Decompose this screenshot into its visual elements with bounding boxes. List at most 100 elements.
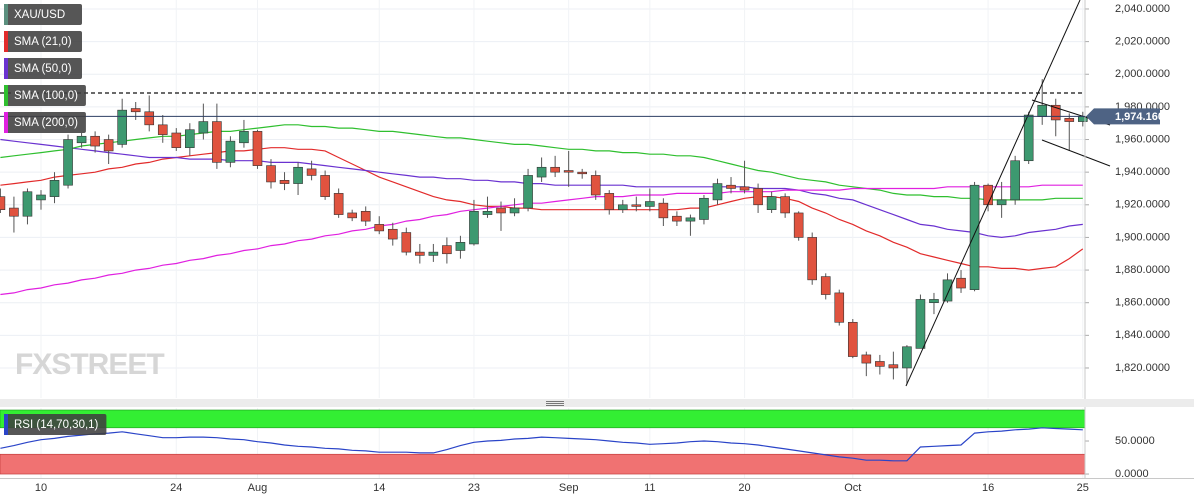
candle-body [658, 202, 669, 219]
candle-body [699, 197, 709, 220]
series-line [0, 138, 1083, 239]
pane-separator [0, 399, 1194, 407]
candle-body [144, 111, 155, 126]
candle-body [225, 140, 236, 163]
y-tick-label: 1,820.0000 [1115, 362, 1170, 374]
candle-body [1037, 104, 1048, 117]
candle-body [360, 211, 371, 222]
candle-body [888, 364, 899, 369]
candle-body [103, 139, 114, 152]
x-tick-label: Oct [844, 482, 861, 494]
legend-box [4, 414, 107, 435]
y-tick-label: 1,860.0000 [1115, 297, 1170, 309]
candle-body [428, 251, 439, 256]
candle-body [604, 193, 615, 210]
candle-body [834, 292, 845, 323]
candle-body [333, 193, 344, 215]
candle-body [726, 184, 736, 189]
candle-body [861, 354, 872, 364]
candle-body [63, 139, 73, 186]
candle-body [942, 279, 953, 302]
candle-body [76, 135, 87, 144]
candle-body [712, 183, 723, 201]
legend-swatch [4, 58, 8, 79]
legend-label: SMA (21,0) [14, 36, 72, 48]
candle-body [0, 196, 6, 210]
y-tick-label: 0.0000 [1115, 468, 1149, 480]
y-tick-label: 1,960.0000 [1115, 133, 1170, 145]
legend-label: SMA (50,0) [14, 63, 72, 75]
watermark: FXSTREET [15, 348, 164, 381]
legend-box [4, 31, 82, 52]
candle-body [875, 361, 885, 367]
legend-box [4, 85, 86, 106]
legend-item[interactable]: XAU/USD [4, 4, 82, 25]
legend-item[interactable]: SMA (200,0) [4, 112, 86, 133]
candle-body [347, 212, 357, 219]
rsi-bands [0, 409, 1086, 475]
candle-body [590, 175, 601, 196]
legend-item[interactable]: SMA (50,0) [4, 58, 82, 79]
last-price-tag [1086, 108, 1160, 125]
x-tick-label: 11 [644, 482, 655, 494]
last-price-label: 1,974.1600 [1115, 111, 1170, 123]
x-tick-label: Sep [559, 482, 579, 494]
x-tick-label: 25 [1077, 482, 1089, 494]
candle-body [1064, 118, 1075, 122]
candle-body [306, 168, 317, 176]
legend-swatch [4, 4, 8, 25]
candle-body [171, 132, 182, 148]
y-tick-label: 2,020.0000 [1115, 36, 1170, 48]
candle-body [956, 277, 966, 289]
candle-body [766, 196, 777, 210]
y-tick-label: 1,840.0000 [1115, 329, 1170, 341]
candle-body [672, 215, 682, 222]
candle-body [9, 207, 19, 217]
y-tick-label: 50.0000 [1115, 435, 1155, 447]
candle-body [212, 121, 222, 163]
candle-body [983, 184, 993, 206]
candle-body [780, 196, 790, 214]
legend-swatch [4, 414, 8, 435]
candle-body [645, 201, 655, 207]
candle-body [1050, 104, 1061, 121]
candle-body [442, 245, 452, 255]
separator-handle[interactable] [546, 401, 564, 406]
candle-body [739, 186, 750, 191]
candle-body [915, 299, 926, 349]
candle-body [793, 212, 804, 238]
legend-item[interactable]: SMA (21,0) [4, 31, 82, 52]
candle-body [387, 228, 398, 240]
marks-layer [0, 79, 1088, 462]
candle-body [617, 204, 628, 210]
candle-body [415, 251, 425, 256]
legend-label: XAU/USD [14, 9, 65, 21]
legend-item[interactable]: RSI (14,70,30,1) [4, 414, 107, 435]
candle-body [929, 299, 939, 304]
legend-item[interactable]: SMA (100,0) [4, 85, 86, 106]
candle-body [22, 191, 33, 217]
y-tick-label: 2,040.0000 [1115, 3, 1170, 15]
candle-body [685, 217, 696, 222]
legend-label: RSI (14,70,30,1) [14, 419, 99, 431]
candle-body [374, 224, 385, 232]
y-tick-label: 1,880.0000 [1115, 264, 1170, 276]
y-tick-label: 1,900.0000 [1115, 231, 1170, 243]
candle-body [469, 211, 479, 245]
candle-body [807, 237, 818, 281]
y-tick-label: 1,920.0000 [1115, 199, 1170, 211]
channel-lower [1041, 139, 1111, 167]
candle-body [550, 166, 560, 173]
candle-body [753, 188, 763, 206]
trend-line [905, 0, 1081, 387]
candle-body [1010, 160, 1020, 201]
legend-label: SMA (200,0) [14, 117, 78, 129]
candle-body [523, 175, 533, 209]
candle-body [902, 346, 912, 369]
overlay-layer: 1,974.1600 XAU/USD SMA (21,0) SMA (50,0) SMA… [0, 4, 1170, 435]
overbought-band [0, 409, 1086, 429]
candle-body [969, 184, 980, 290]
